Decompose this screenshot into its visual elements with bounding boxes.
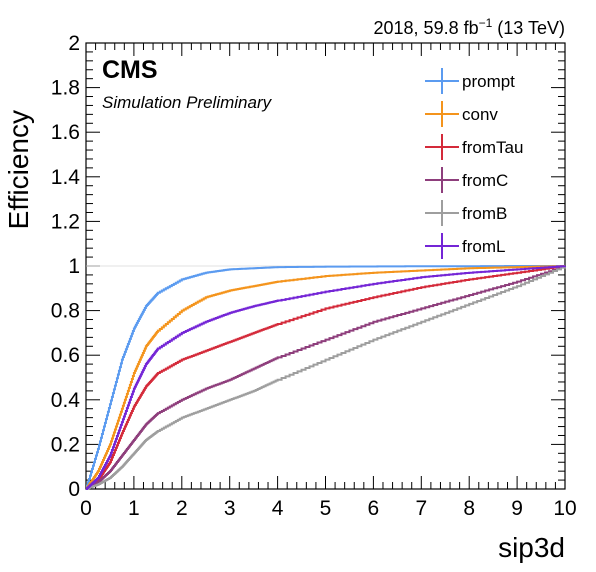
legend-entry-fromL: fromL: [425, 233, 505, 259]
legend-entry-conv: conv: [425, 101, 498, 127]
x-tick-label: 7: [415, 497, 427, 520]
x-tick-label: 6: [368, 497, 380, 520]
y-tick-label: 0.6: [51, 344, 80, 367]
x-tick-label: 2: [176, 497, 188, 520]
lumi-exponent: −1: [479, 16, 493, 30]
x-tick-label: 8: [463, 497, 475, 520]
legend-entry-fromB: fromB: [425, 200, 507, 226]
y-tick-label: 0.4: [51, 389, 81, 412]
x-axis-title: sip3d: [498, 532, 565, 563]
y-tick-label: 1.4: [51, 166, 81, 189]
y-axis-title: Efficiency: [3, 110, 34, 229]
x-tick-label: 10: [553, 497, 576, 520]
series-fromL: [86, 265, 566, 490]
lumi-prefix: 2018, 59.8 fb: [374, 18, 479, 38]
legend-label: fromL: [462, 237, 505, 256]
y-tick-label: 1: [68, 255, 80, 278]
legend: prompt conv fromTau fromC fromB fromL: [425, 68, 523, 259]
y-tick-label: 1.6: [51, 121, 80, 144]
series-fromC: [86, 266, 566, 490]
series-group: [86, 265, 566, 490]
legend-entry-fromTau: fromTau: [425, 134, 523, 160]
x-tick-label: 1: [128, 497, 140, 520]
series-conv: [86, 265, 566, 490]
legend-entry-prompt: prompt: [425, 68, 515, 94]
axis-ticks: [85, 42, 566, 490]
x-tick-label: 3: [224, 497, 236, 520]
cms-label: CMS: [102, 56, 158, 84]
legend-label: conv: [462, 105, 498, 124]
y-tick-label: 0.2: [51, 433, 80, 456]
y-tick-label: 2: [68, 32, 80, 55]
x-tick-label: 0: [80, 497, 92, 520]
x-tick-label: 5: [320, 497, 332, 520]
luminosity-label: 2018, 59.8 fb−1 (13 TeV): [374, 16, 565, 38]
series-fromTau: [86, 265, 566, 490]
legend-entry-fromC: fromC: [425, 167, 508, 193]
lumi-suffix: (13 TeV): [492, 18, 565, 38]
series-fromB: [86, 266, 566, 490]
y-tick-label: 1.2: [51, 210, 80, 233]
legend-label: fromB: [462, 204, 507, 223]
y-tick-label: 0.8: [51, 300, 80, 323]
legend-label: fromC: [462, 171, 508, 190]
simulation-label: Simulation Preliminary: [102, 93, 273, 112]
axis-tick-labels: 0 1 2 3 4 5 6 7 8 9 10 0 0.2 0.4 0.6 0.8 1 1.2 1.4 1.6 1.8 2: [51, 32, 577, 520]
legend-label: prompt: [462, 72, 515, 91]
legend-label: fromTau: [462, 138, 523, 157]
y-tick-label: 1.8: [51, 77, 80, 100]
series-prompt: [86, 265, 565, 490]
x-tick-label: 4: [272, 497, 284, 520]
x-tick-label: 9: [511, 497, 523, 520]
y-tick-label: 0: [68, 478, 80, 501]
